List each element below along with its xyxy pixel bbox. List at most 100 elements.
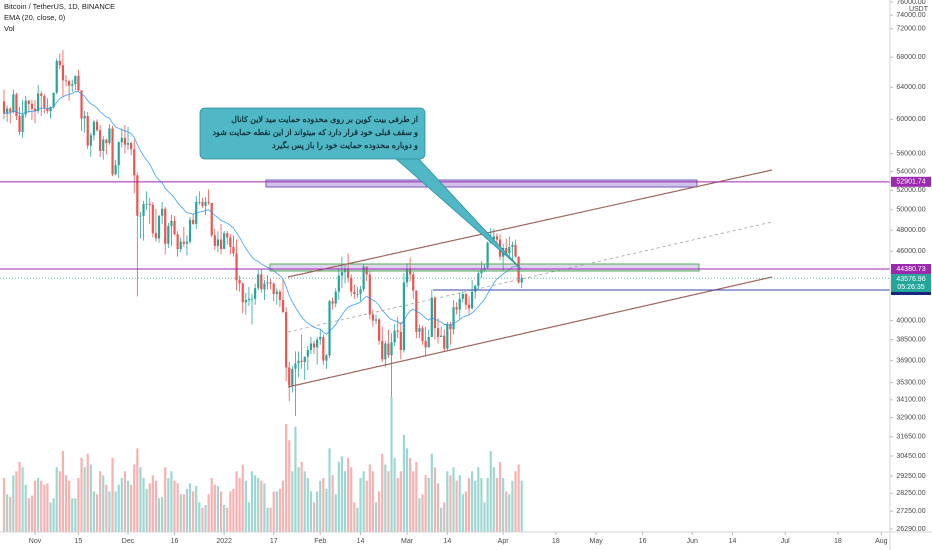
volume-bar [362, 471, 365, 532]
candle-body [241, 283, 244, 303]
volume-bar [226, 507, 229, 532]
x-tick-label: 15 [75, 538, 83, 545]
candle-body [340, 272, 344, 276]
candle-body [185, 241, 189, 244]
candle-body [269, 282, 272, 284]
candle-body [337, 275, 340, 292]
volume-bar [300, 461, 303, 532]
candle-body [182, 241, 185, 244]
candle-body [33, 108, 37, 112]
candle-body [288, 367, 291, 386]
candle-body [74, 75, 77, 85]
candle-body [393, 330, 396, 343]
channel-line [287, 169, 773, 278]
volume-bar [216, 486, 220, 532]
y-tick-label: 28250.00 [896, 490, 925, 497]
candle-body [192, 219, 195, 224]
volume-bar [49, 502, 52, 532]
candle-body [300, 360, 303, 363]
volume-bar [430, 453, 433, 532]
volume-bar [15, 471, 18, 532]
callout-pointer [393, 157, 521, 269]
volume-bar [55, 467, 58, 532]
candle-body [92, 121, 96, 136]
volume-bar [285, 424, 288, 532]
candle-body [477, 273, 480, 286]
volume-bar [133, 464, 136, 532]
y-tick-label: 74000.00 [896, 12, 925, 19]
volume-bar [18, 461, 21, 532]
volume-bar [480, 478, 483, 532]
volume-bar [46, 483, 49, 532]
candle-body [285, 311, 288, 368]
volume-bar [161, 496, 164, 532]
volume-bar [86, 453, 89, 532]
candle-body [291, 368, 294, 386]
candle-body [15, 94, 18, 117]
volume-bar [489, 451, 492, 532]
candle-body [176, 234, 179, 250]
candle-body [461, 294, 464, 299]
y-tick-label: 72000.00 [896, 26, 925, 33]
candle-body [120, 137, 123, 143]
volume-bar [136, 448, 139, 532]
y-tick-label: 52000.00 [896, 187, 925, 194]
volume-bar [517, 464, 520, 532]
candle-body [254, 288, 257, 299]
volume-bar [474, 480, 477, 532]
y-tick-label: 36900.00 [896, 358, 925, 365]
candle-body [6, 108, 9, 114]
x-tick-label: Apr [498, 538, 510, 545]
price-label: 44380.73 [896, 266, 925, 273]
candle-body [179, 241, 182, 250]
candle-body [275, 291, 278, 295]
volume-bar [164, 467, 167, 532]
volume-bar [421, 494, 424, 532]
y-tick-label: 50000.00 [896, 207, 925, 214]
candle-body [133, 149, 136, 176]
volume-bar [359, 478, 362, 532]
candle-body [390, 342, 393, 356]
candle-body [399, 331, 402, 351]
candle-body [27, 100, 30, 104]
candle-body [43, 95, 46, 108]
candle-body [145, 203, 148, 205]
candle-body [257, 274, 260, 289]
volume-bar [148, 483, 151, 532]
volume-bar [350, 467, 353, 532]
candle-body [492, 236, 495, 240]
candle-body [520, 278, 523, 283]
volume-bar [281, 480, 285, 532]
volume-bar [378, 491, 381, 532]
y-tick-label: 30450.00 [896, 453, 925, 460]
candle-body [58, 60, 61, 66]
volume-bar [238, 478, 241, 532]
candle-body [68, 81, 71, 86]
candle-body [409, 268, 412, 275]
countdown-label: 05:26:35 [897, 284, 924, 291]
volume-bar [353, 502, 356, 532]
volume-bar [316, 491, 319, 532]
callout-text: و دوباره محدوده حمایت خود را باز پس بگیر… [272, 140, 418, 151]
candle-body [331, 301, 334, 304]
x-tick-label: 16 [639, 538, 647, 545]
plot-area [2, 49, 523, 532]
candle-body [188, 219, 192, 242]
volume-bar [108, 491, 111, 532]
candle-body [353, 291, 356, 295]
x-tick-label: Mar [401, 538, 414, 545]
volume-bar [433, 467, 437, 532]
volume-bar [328, 448, 331, 532]
y-tick-label: 46000.00 [896, 248, 925, 255]
candle-body [446, 324, 449, 349]
volume-bar [195, 486, 198, 532]
x-tick-label: May [590, 538, 604, 545]
volume-bar [111, 457, 114, 532]
candle-body [210, 202, 213, 236]
candle-body [278, 291, 282, 300]
volume-bar [455, 480, 458, 532]
callout-text: از طرفی بیت کوین بر روی محدوده حمایت مید… [231, 115, 418, 125]
volume-bar [24, 484, 27, 532]
volume-bar [412, 471, 415, 532]
volume-bar [77, 478, 80, 532]
